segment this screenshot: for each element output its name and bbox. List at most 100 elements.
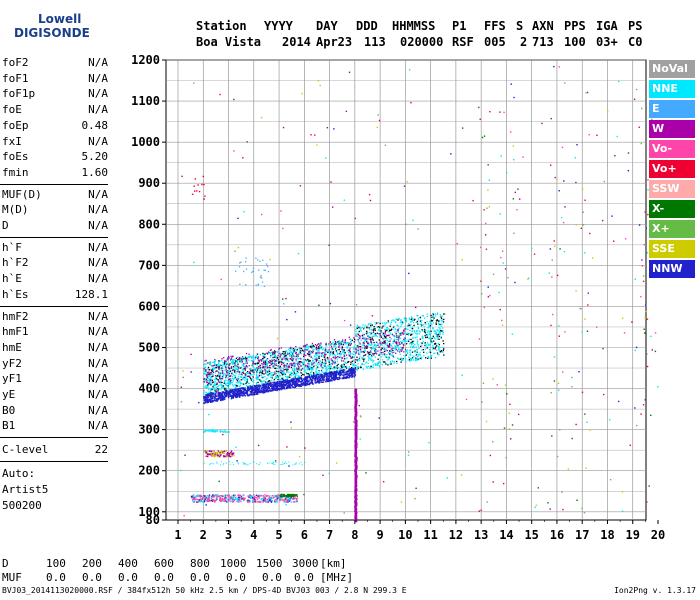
echo-point (208, 361, 211, 363)
echo-point (245, 359, 248, 361)
echo-point (339, 368, 341, 370)
echo-point (582, 224, 585, 226)
echo-point (266, 367, 269, 369)
echo-point (378, 417, 380, 419)
echo-point (268, 384, 271, 386)
echo-point (392, 340, 394, 343)
echo-point (234, 371, 236, 373)
echo-point (361, 351, 363, 353)
echo-point (340, 341, 342, 343)
echo-point (392, 355, 394, 357)
echo-point (247, 389, 250, 391)
echo-point (232, 396, 235, 399)
echo-point (206, 362, 208, 364)
echo-point (441, 319, 444, 321)
echo-point (207, 384, 210, 386)
echo-point (374, 329, 376, 332)
echo-point (271, 351, 273, 354)
logo-line1: Lowell (38, 12, 82, 26)
echo-point (267, 361, 269, 363)
echo-point (383, 336, 386, 338)
echo-point (591, 257, 594, 259)
echo-point (514, 281, 516, 284)
echo-point (400, 359, 403, 362)
echo-point (377, 363, 379, 365)
echo-point (271, 359, 274, 362)
echo-point (255, 389, 257, 392)
echo-point (409, 329, 411, 332)
echo-point (370, 365, 372, 367)
echo-point (331, 373, 333, 375)
echo-point (359, 336, 361, 338)
echo-point (213, 362, 216, 364)
param-row: B0 N/A (2, 404, 108, 419)
echo-point (446, 477, 449, 479)
echo-point (300, 374, 303, 377)
echo-point (263, 380, 265, 382)
echo-point (269, 258, 271, 261)
echo-point (262, 361, 265, 363)
echo-point (440, 350, 442, 353)
param-name: D (2, 219, 9, 232)
echo-point (255, 390, 257, 393)
echo-point (215, 399, 218, 401)
echo-point (212, 361, 214, 364)
echo-point (263, 357, 265, 359)
echo-point (314, 363, 316, 365)
echo-point (266, 363, 269, 366)
echo-point (435, 345, 438, 347)
echo-point (345, 371, 347, 374)
echo-point (405, 320, 407, 322)
echo-point (237, 368, 239, 371)
echo-point (236, 378, 238, 380)
echo-point (264, 383, 266, 385)
echo-point (287, 368, 289, 371)
echo-point (289, 354, 291, 356)
echo-point (266, 358, 268, 360)
echo-point (316, 373, 319, 376)
echo-point (373, 328, 375, 330)
echo-point (396, 331, 398, 333)
echo-point (325, 375, 327, 378)
echo-point (355, 351, 357, 353)
echo-point (293, 349, 295, 351)
echo-point (237, 376, 240, 378)
echo-point (207, 399, 210, 402)
echo-point (211, 396, 213, 399)
echo-point (358, 351, 360, 353)
echo-point (347, 370, 349, 372)
echo-point (432, 313, 435, 315)
echo-point (328, 360, 330, 362)
echo-point (397, 344, 399, 347)
param-row: yF2 N/A (2, 357, 108, 372)
echo-point (295, 355, 298, 358)
echo-point (310, 366, 312, 368)
echo-point (486, 207, 488, 209)
echo-point (393, 351, 395, 353)
echo-point (384, 342, 386, 344)
echo-point (234, 375, 236, 377)
echo-point (638, 126, 640, 128)
echo-point (450, 153, 452, 155)
param-value: N/A (88, 187, 108, 201)
echo-point (346, 350, 348, 352)
echo-point (350, 372, 352, 375)
echo-point (531, 247, 533, 249)
echo-point (295, 374, 297, 376)
echo-point (245, 371, 247, 374)
echo-point (285, 355, 288, 357)
echo-point (541, 122, 543, 125)
echo-point (350, 363, 352, 365)
echo-point (418, 353, 420, 356)
echo-point (234, 370, 236, 372)
echo-point (212, 385, 215, 387)
echo-point (400, 332, 402, 334)
echo-point (221, 386, 224, 388)
echo-point (375, 334, 378, 337)
echo-point (425, 345, 427, 347)
echo-point (272, 371, 274, 374)
echo-point (262, 382, 264, 385)
echo-point (207, 371, 210, 373)
echo-point (253, 386, 255, 388)
echo-point (276, 360, 278, 362)
